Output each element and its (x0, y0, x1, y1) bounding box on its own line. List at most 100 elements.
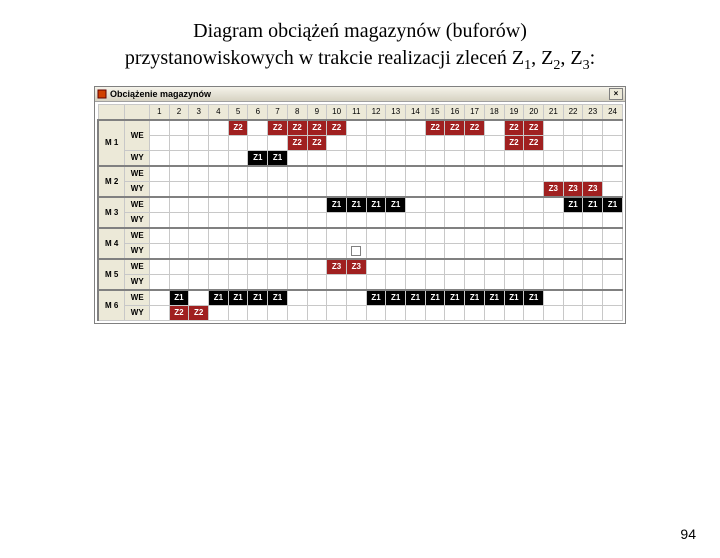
grid-cell (169, 274, 189, 290)
grid-cell (307, 243, 327, 259)
grid-cell (307, 212, 327, 228)
grid-cell (524, 197, 544, 213)
io-label: WY (125, 305, 150, 320)
grid-cell (445, 212, 465, 228)
grid-cell (563, 150, 583, 166)
grid-cell (189, 166, 209, 182)
grid-cell (268, 259, 288, 275)
grid-cell (169, 181, 189, 197)
grid-cell: Z3 (327, 259, 347, 275)
grid-cell (445, 259, 465, 275)
grid-cell (386, 305, 406, 320)
grid-cell (445, 243, 465, 259)
grid-cell (287, 150, 307, 166)
grid-cell (248, 166, 268, 182)
grid-cell (544, 166, 564, 182)
grid-cell: Z1 (386, 290, 406, 306)
grid-cell: Z2 (504, 120, 524, 136)
grid-cell (150, 290, 170, 306)
grid-cell (228, 212, 248, 228)
grid-cell (406, 197, 426, 213)
header-time-22: 22 (563, 104, 583, 120)
grid-cell (603, 120, 623, 136)
grid-cell (268, 212, 288, 228)
grid-cell (209, 212, 229, 228)
grid-cell: Z1 (209, 290, 229, 306)
grid-cell (425, 181, 445, 197)
grid-cell: Z3 (346, 259, 366, 275)
grid-cell (406, 150, 426, 166)
machine-label: M 4 (98, 228, 125, 259)
grid-cell: Z2 (287, 135, 307, 150)
grid-cell (189, 274, 209, 290)
grid-cell (603, 290, 623, 306)
grid-cell (544, 212, 564, 228)
grid-cell (248, 228, 268, 244)
grid-cell (603, 135, 623, 150)
grid-cell (307, 290, 327, 306)
grid-cell (150, 212, 170, 228)
grid-cell (406, 212, 426, 228)
io-label: WY (125, 274, 150, 290)
grid-cell (346, 212, 366, 228)
grid-cell (406, 135, 426, 150)
grid-cell (563, 259, 583, 275)
grid-cell (544, 228, 564, 244)
grid-cell (366, 150, 386, 166)
grid-cell (563, 243, 583, 259)
grid-cell: Z1 (268, 150, 288, 166)
grid-cell (465, 243, 485, 259)
grid-cell (327, 305, 347, 320)
grid-cell: Z2 (268, 120, 288, 136)
grid-cell (445, 166, 465, 182)
grid-cell (248, 197, 268, 213)
machine-label: M 1 (98, 120, 125, 166)
grid-cell (583, 120, 603, 136)
title-line1: Diagram obciążeń magazynów (buforów) (193, 20, 527, 42)
grid-cell (484, 259, 504, 275)
grid-cell (504, 305, 524, 320)
grid-cell (287, 181, 307, 197)
header-time-3: 3 (189, 104, 209, 120)
grid-cell (346, 274, 366, 290)
grid-cell (228, 259, 248, 275)
grid-cell (425, 259, 445, 275)
grid-cell (150, 228, 170, 244)
header-time-11: 11 (346, 104, 366, 120)
grid-cell (209, 120, 229, 136)
grid-cell (504, 181, 524, 197)
grid-cell (425, 197, 445, 213)
grid-cell (524, 212, 544, 228)
grid-cell (366, 228, 386, 244)
io-label: WE (125, 259, 150, 275)
grid-cell (445, 197, 465, 213)
grid-cell (504, 212, 524, 228)
grid-cell (268, 243, 288, 259)
grid-cell (327, 228, 347, 244)
grid-cell (603, 166, 623, 182)
close-icon[interactable]: × (609, 88, 623, 100)
grid-cell (169, 197, 189, 213)
grid-cell (307, 305, 327, 320)
grid-cell (544, 290, 564, 306)
grid-cell (406, 274, 426, 290)
grid-cell (248, 120, 268, 136)
grid-cell (465, 166, 485, 182)
grid-cell (189, 197, 209, 213)
grid-cell (228, 166, 248, 182)
grid-cell (504, 228, 524, 244)
header-time-23: 23 (583, 104, 603, 120)
io-label: WE (125, 197, 150, 213)
grid-cell (563, 305, 583, 320)
grid-cell (386, 166, 406, 182)
grid-cell: Z1 (465, 290, 485, 306)
grid-cell (209, 259, 229, 275)
grid-cell: Z1 (248, 150, 268, 166)
io-label: WY (125, 150, 150, 166)
window-titlebar: Obciążenie magazynów × (95, 87, 625, 102)
grid-cell: Z2 (228, 120, 248, 136)
grid-cell (544, 120, 564, 136)
grid-cell (268, 274, 288, 290)
grid-cell: Z1 (563, 197, 583, 213)
grid-cell (524, 274, 544, 290)
